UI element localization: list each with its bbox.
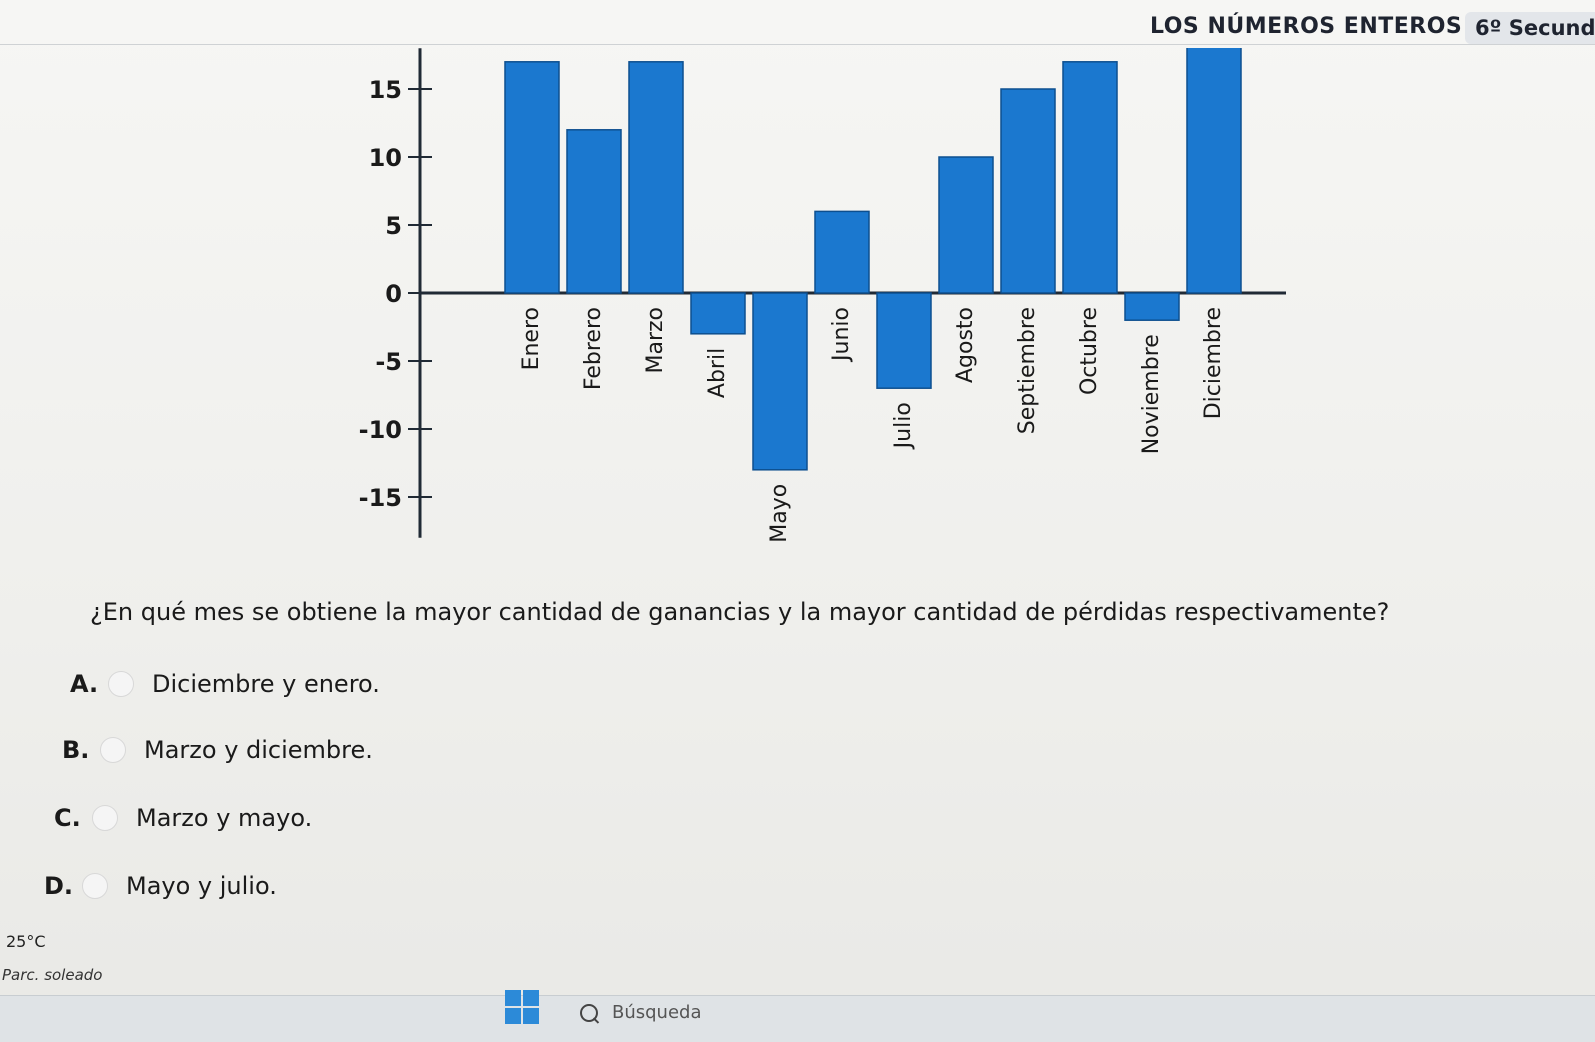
y-tick-label: 15 — [369, 76, 402, 104]
option-a[interactable]: A. Diciembre y enero. — [70, 670, 380, 698]
bar — [504, 61, 560, 294]
option-letter: C. — [54, 804, 81, 832]
question-text: ¿En qué mes se obtiene la mayor cantidad… — [90, 598, 1390, 626]
bar — [1062, 61, 1118, 294]
radio-icon[interactable] — [100, 737, 126, 763]
y-tick-label: -5 — [375, 348, 402, 376]
bar — [1124, 292, 1180, 321]
bar — [628, 61, 684, 294]
bar — [814, 210, 870, 294]
bar — [938, 156, 994, 294]
header: LOS NÚMEROS ENTEROS 6º Secunda — [0, 0, 1595, 48]
x-tick-label: Enero — [519, 307, 544, 370]
radio-icon[interactable] — [108, 671, 134, 697]
header-divider — [0, 44, 1595, 45]
y-tick-label: -15 — [359, 484, 402, 512]
x-tick-label: Septiembre — [1015, 307, 1040, 434]
windows-start-icon[interactable] — [505, 990, 541, 1026]
weather-temperature[interactable]: 25°C — [6, 932, 46, 951]
bar — [876, 292, 932, 389]
y-tick-label: -10 — [359, 416, 402, 444]
x-tick-label: Junio — [829, 307, 854, 363]
taskbar — [0, 995, 1595, 1042]
x-tick-label: Mayo — [767, 484, 792, 543]
bar — [1000, 88, 1056, 294]
grade-badge: 6º Secunda — [1465, 12, 1595, 44]
chart-svg: -15 -10 -5 0 5 10 15 Enero Febrero Marzo Abril Mayo… — [359, 20, 1286, 543]
x-tick-label: Marzo — [643, 307, 668, 374]
x-tick-label: Noviembre — [1139, 334, 1164, 454]
radio-icon[interactable] — [82, 873, 108, 899]
option-b[interactable]: B. Marzo y diciembre. — [62, 736, 373, 764]
x-tick-label: Diciembre — [1201, 307, 1226, 419]
bar — [1186, 20, 1242, 294]
x-tick-label: Julio — [891, 402, 916, 450]
option-d[interactable]: D. Mayo y julio. — [44, 872, 277, 900]
option-c[interactable]: C. Marzo y mayo. — [54, 804, 312, 832]
page-title: LOS NÚMEROS ENTEROS — [1150, 14, 1463, 39]
weather-description[interactable]: Parc. soleado — [2, 966, 103, 984]
x-tick-label: Agosto — [953, 307, 978, 383]
option-letter: A. — [70, 670, 99, 698]
x-tick-label: Octubre — [1077, 307, 1102, 395]
chart: -15 -10 -5 0 5 10 15 Enero Febrero Marzo Abril Mayo… — [300, 20, 1400, 588]
y-tick-label: 0 — [385, 280, 402, 308]
search-icon — [580, 1003, 598, 1022]
x-tick-label: Abril — [705, 348, 730, 398]
option-letter: D. — [44, 872, 74, 900]
search-placeholder: Búsqueda — [612, 1002, 702, 1023]
option-text: Marzo y mayo. — [136, 804, 313, 832]
option-letter: B. — [62, 736, 90, 764]
y-tick-label: 5 — [385, 212, 402, 240]
x-tick-label: Febrero — [581, 307, 606, 390]
taskbar-search[interactable]: Búsqueda — [580, 1002, 702, 1023]
bar — [690, 292, 746, 335]
bar — [566, 129, 622, 294]
radio-icon[interactable] — [92, 805, 118, 831]
option-text: Marzo y diciembre. — [144, 736, 373, 764]
option-text: Diciembre y enero. — [152, 670, 380, 698]
bar — [752, 292, 808, 471]
option-text: Mayo y julio. — [126, 872, 277, 900]
y-tick-label: 10 — [369, 144, 402, 172]
